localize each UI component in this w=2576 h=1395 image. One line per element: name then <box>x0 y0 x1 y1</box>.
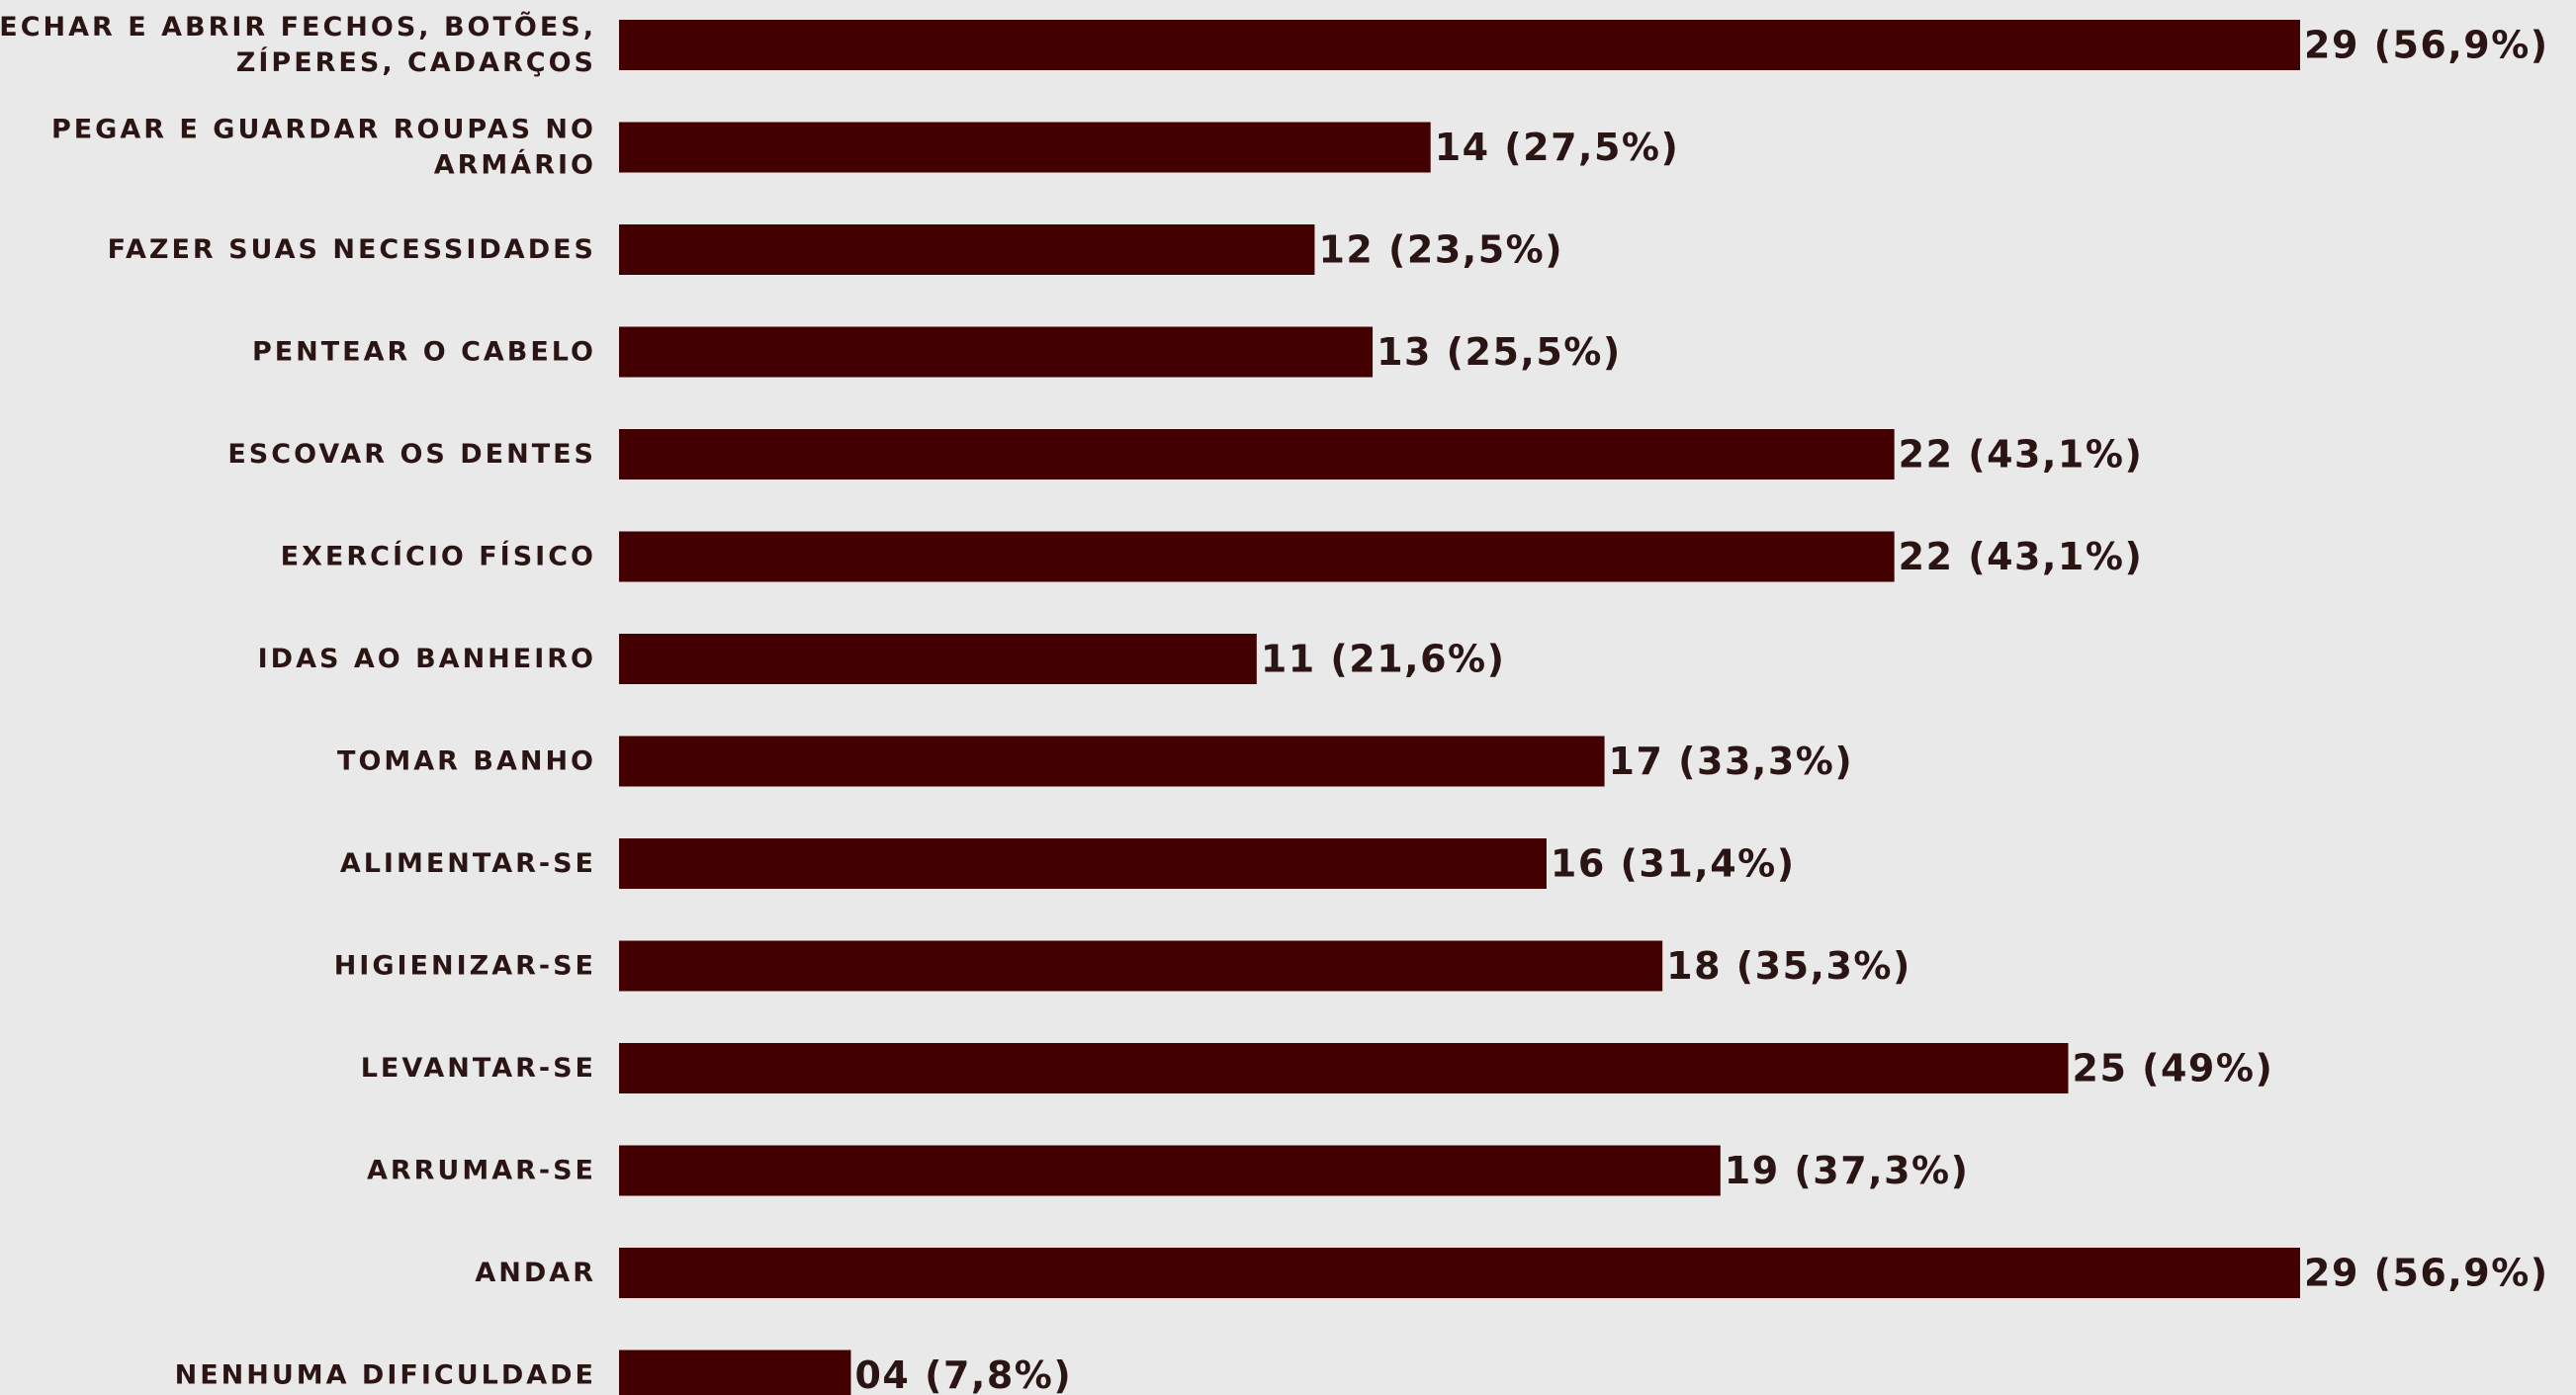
data-label-6: 11 (21,6%) <box>1261 638 1506 681</box>
category-label-line: IDAS AO BANHEIRO <box>258 644 596 674</box>
bar-5 <box>619 531 1895 582</box>
category-label-4: ESCOVAR OS DENTES <box>227 439 596 470</box>
category-label-line: ARMÁRIO <box>434 149 596 181</box>
bars <box>619 20 2300 1395</box>
category-label-line: EXERCÍCIO FÍSICO <box>281 541 596 572</box>
category-label-line: ARRUMAR-SE <box>367 1156 596 1186</box>
category-label-line: FECHAR E ABRIR FECHOS, BOTÕES, <box>0 11 596 43</box>
data-label-4: 22 (43,1%) <box>1899 433 2144 477</box>
data-label-12: 29 (56,9%) <box>2304 1252 2549 1295</box>
bar-0 <box>619 20 2300 70</box>
category-labels: FECHAR E ABRIR FECHOS, BOTÕES, ZÍPERES, C… <box>0 11 596 1391</box>
category-label-0: FECHAR E ABRIR FECHOS, BOTÕES, ZÍPERES, C… <box>0 11 596 78</box>
bar-11 <box>619 1145 1721 1196</box>
category-label-3: PENTEAR O CABELO <box>252 337 596 368</box>
bar-1 <box>619 122 1431 173</box>
category-label-line: FAZER SUAS NECESSIDADES <box>108 234 596 265</box>
data-label-8: 16 (31,4%) <box>1551 842 1796 886</box>
bar-8 <box>619 838 1547 889</box>
category-label-10: LEVANTAR-SE <box>361 1053 596 1084</box>
category-label-11: ARRUMAR-SE <box>367 1156 596 1186</box>
bar-10 <box>619 1043 2069 1093</box>
category-label-2: FAZER SUAS NECESSIDADES <box>108 234 596 265</box>
category-label-9: HIGIENIZAR-SE <box>334 951 596 982</box>
bar-12 <box>619 1248 2300 1298</box>
data-label-0: 29 (56,9%) <box>2304 24 2549 67</box>
category-label-line: PENTEAR O CABELO <box>252 337 596 368</box>
category-label-line: LEVANTAR-SE <box>361 1053 596 1084</box>
category-label-line: ZÍPERES, CADARÇOS <box>236 46 596 78</box>
category-label-7: TOMAR BANHO <box>337 746 596 777</box>
data-label-11: 19 (37,3%) <box>1725 1149 1970 1192</box>
category-label-line: NENHUMA DIFICULDADE <box>175 1360 596 1391</box>
category-label-8: ALIMENTAR-SE <box>340 848 596 879</box>
category-label-line: PEGAR E GUARDAR ROUPAS NO <box>51 115 596 145</box>
bar-9 <box>619 940 1663 992</box>
category-label-12: ANDAR <box>475 1258 596 1288</box>
category-label-line: TOMAR BANHO <box>337 746 596 777</box>
bar-4 <box>619 429 1895 480</box>
data-label-2: 12 (23,5%) <box>1318 228 1563 272</box>
category-label-1: PEGAR E GUARDAR ROUPAS NO ARMÁRIO <box>51 115 596 181</box>
data-label-10: 25 (49%) <box>2073 1047 2274 1090</box>
category-label-line: ESCOVAR OS DENTES <box>227 439 596 470</box>
data-label-1: 14 (27,5%) <box>1435 126 1680 169</box>
category-label-line: ALIMENTAR-SE <box>340 848 596 879</box>
bar-6 <box>619 634 1257 684</box>
data-label-9: 18 (35,3%) <box>1666 944 1911 988</box>
category-label-13: NENHUMA DIFICULDADE <box>175 1360 596 1391</box>
data-label-13: 04 (7,8%) <box>854 1353 1072 1395</box>
bar-3 <box>619 326 1374 378</box>
data-label-7: 17 (33,3%) <box>1609 740 1854 783</box>
bar-13 <box>619 1350 851 1395</box>
category-label-6: IDAS AO BANHEIRO <box>258 644 596 674</box>
category-label-line: ANDAR <box>475 1258 596 1288</box>
category-label-5: EXERCÍCIO FÍSICO <box>281 541 596 572</box>
data-labels: 29 (56,9%) 14 (27,5%) 12 (23,5%) 13 (25,5%)… <box>854 24 2549 1395</box>
bar-7 <box>619 736 1605 787</box>
bar-2 <box>619 224 1315 275</box>
data-label-3: 13 (25,5%) <box>1377 330 1622 374</box>
data-label-5: 22 (43,1%) <box>1899 535 2144 578</box>
category-label-line: HIGIENIZAR-SE <box>334 951 596 982</box>
